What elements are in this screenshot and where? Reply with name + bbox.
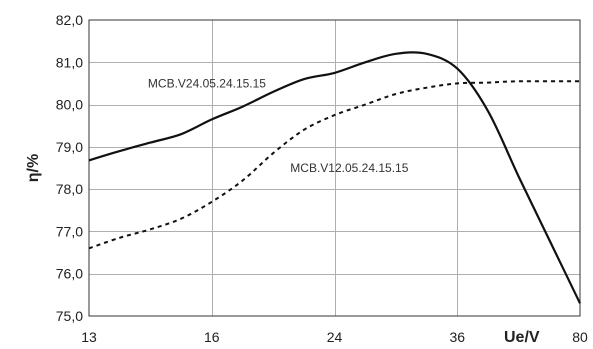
x-tick-label: 16 — [204, 329, 220, 345]
y-tick-label: 78,0 — [56, 181, 83, 197]
x-tick-label: 80 — [572, 329, 588, 345]
series-line-0 — [88, 51, 581, 304]
x-tick-label: 36 — [449, 329, 465, 345]
y-tick-label: 80,0 — [56, 97, 83, 113]
y-axis-label: η/% — [25, 154, 42, 182]
x-tick-label: 24 — [327, 329, 343, 345]
y-tick-label: 79,0 — [56, 139, 83, 155]
y-tick-label: 81,0 — [56, 54, 83, 70]
plot-frame — [88, 19, 581, 317]
x-axis-unit-label: Ue/V — [504, 329, 540, 346]
label-layer: 75,0 76,0 77,0 78,0 79,0 80,0 81,0 82,0 13 16 24 36… — [56, 12, 588, 345]
series-annotation: MCB.V24.05.24.15.15 — [148, 77, 266, 91]
x-tick-label: 13 — [81, 329, 97, 345]
series-line-1 — [88, 80, 581, 250]
y-tick-label: 76,0 — [56, 266, 83, 282]
y-tick-label: 75,0 — [56, 308, 83, 324]
y-tick-label: 77,0 — [56, 223, 83, 239]
series-layer — [88, 51, 581, 304]
grid-layer — [89, 20, 580, 316]
series-annotation: MCB.V12.05.24.15.15 — [290, 161, 408, 175]
y-tick-label: 82,0 — [56, 12, 83, 28]
